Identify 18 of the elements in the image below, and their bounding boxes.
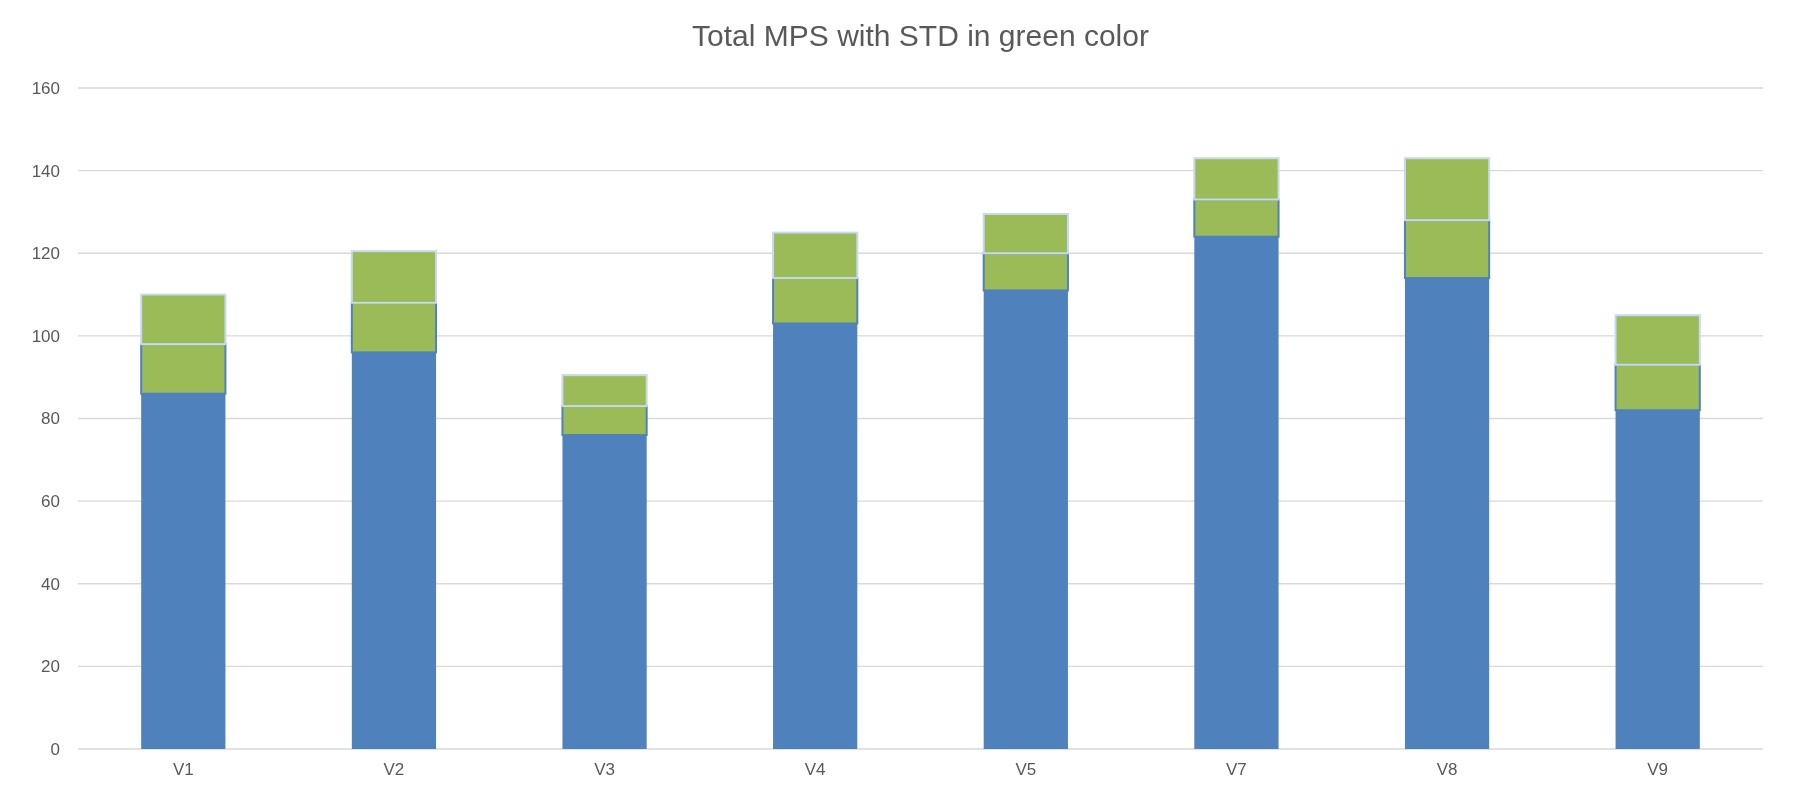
y-tick-label: 20 bbox=[41, 657, 60, 677]
x-tick-label: V4 bbox=[804, 760, 826, 779]
y-tick-label: 0 bbox=[50, 739, 60, 759]
y-tick-label: 100 bbox=[31, 326, 60, 346]
x-tick-label: V9 bbox=[1647, 760, 1669, 779]
y-tick-label: 160 bbox=[31, 78, 60, 98]
y-tick-label: 80 bbox=[41, 409, 60, 429]
y-tick-label: 40 bbox=[41, 574, 60, 594]
x-tick-label: V5 bbox=[1015, 760, 1037, 779]
y-tick-label: 60 bbox=[41, 492, 60, 512]
y-tick-label: 140 bbox=[31, 161, 60, 181]
chart-title: Total MPS with STD in green color bbox=[692, 19, 1149, 52]
x-tick-label: V1 bbox=[172, 760, 194, 779]
x-tick-label: V8 bbox=[1436, 760, 1458, 779]
y-tick-label: 120 bbox=[31, 244, 60, 264]
x-tick-label: V7 bbox=[1226, 760, 1247, 779]
x-tick-label: V2 bbox=[383, 760, 405, 779]
x-tick-label: V3 bbox=[594, 760, 615, 779]
